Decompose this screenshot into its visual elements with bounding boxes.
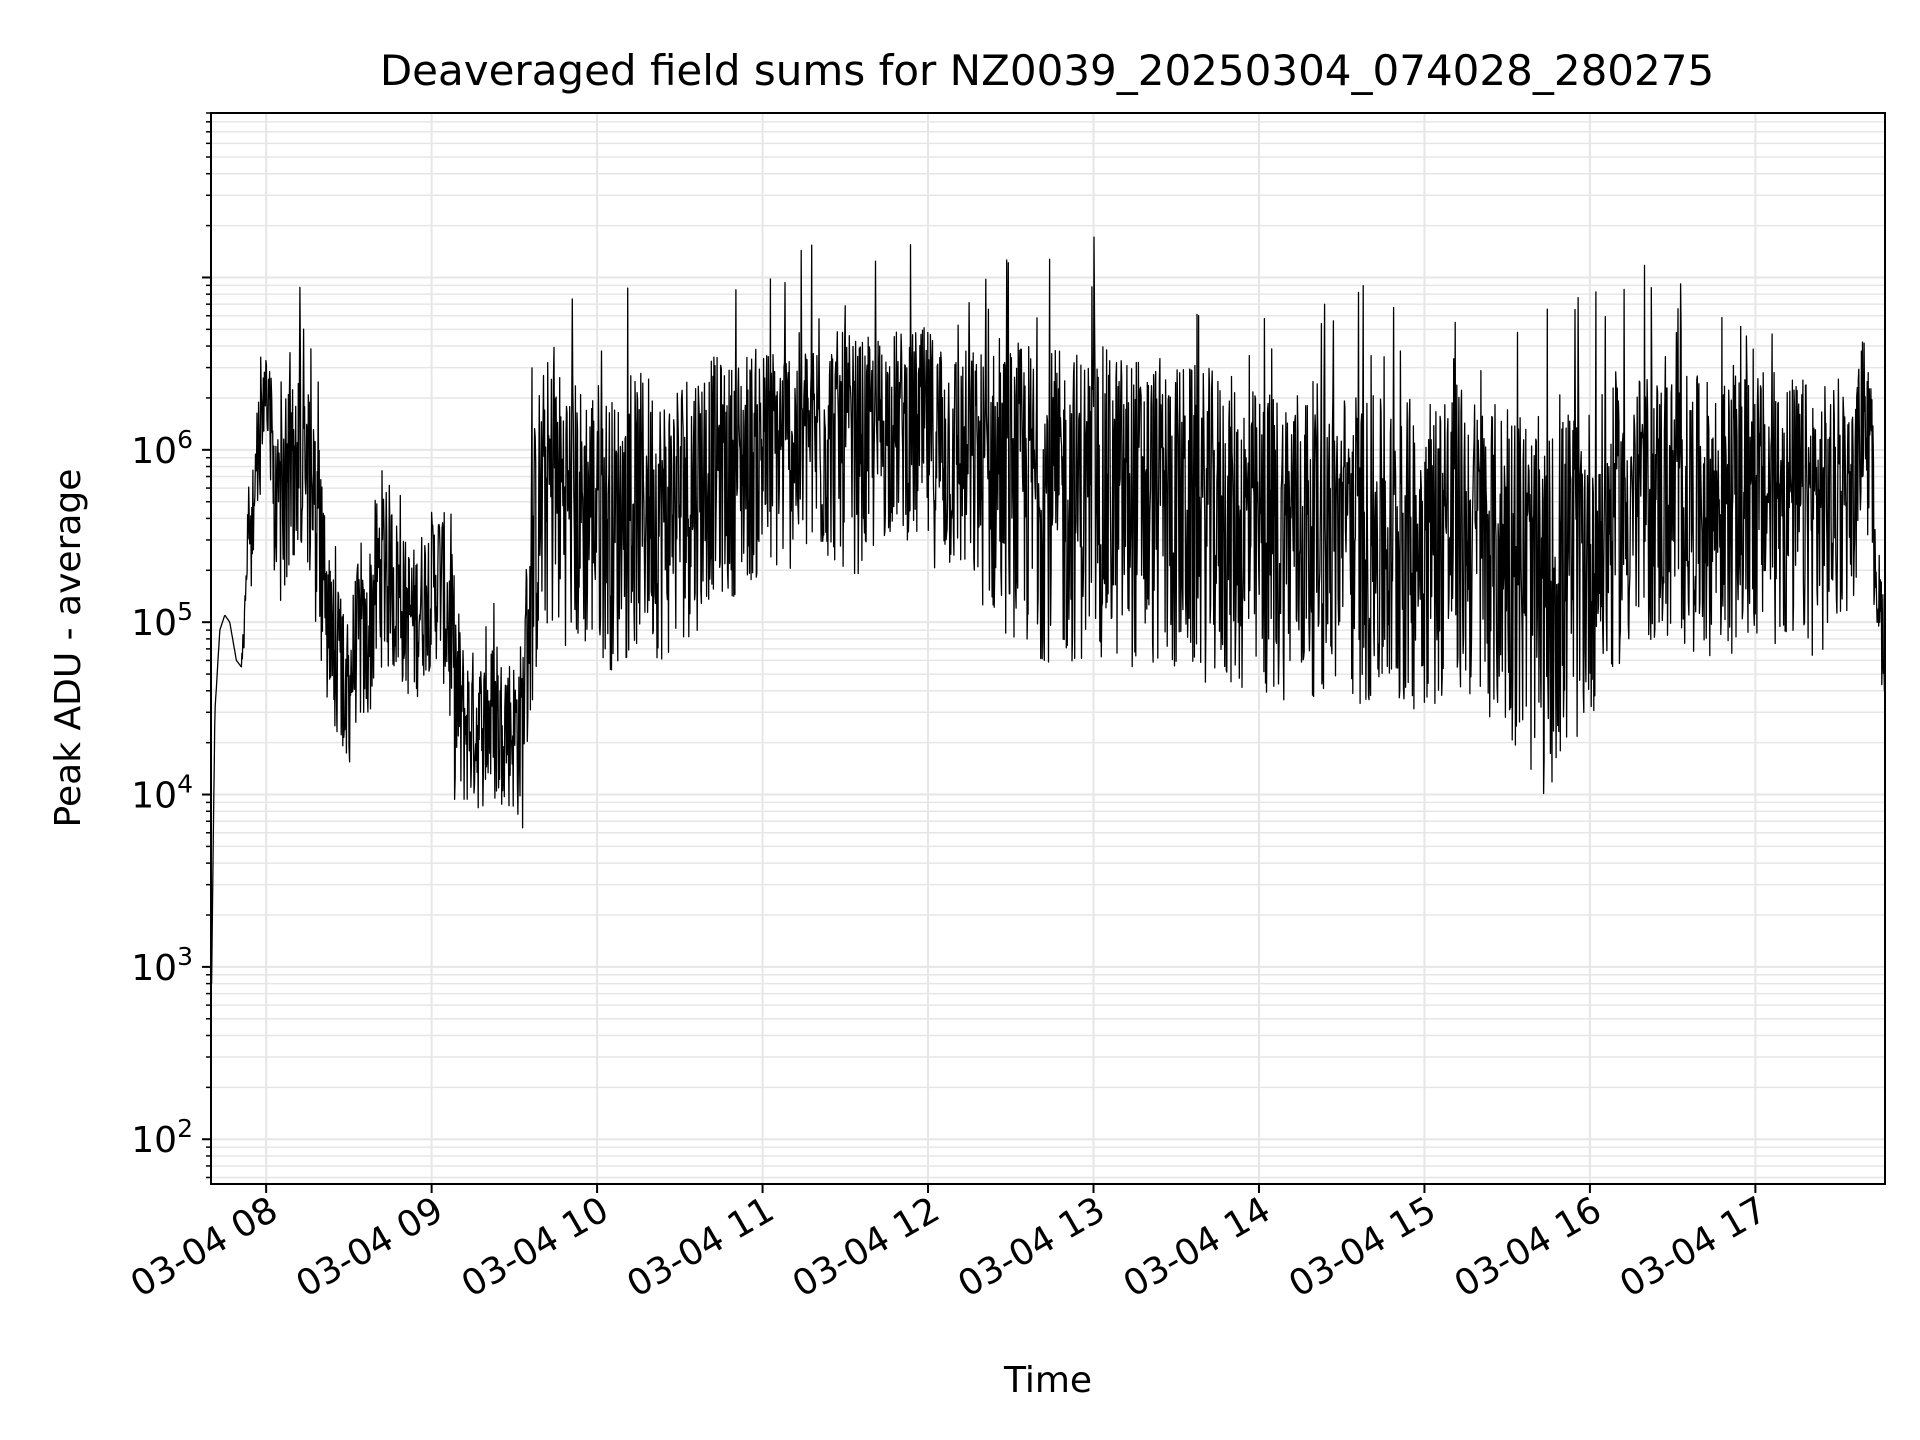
chart-title: Deaveraged field sums for NZ0039_2025030… [380, 46, 1714, 95]
x-axis-label: Time [1003, 1360, 1092, 1401]
y-tick-label: 104 [131, 770, 193, 817]
y-axis-label: Peak ADU - average [48, 469, 89, 828]
y-tick-base: 10 [131, 603, 177, 644]
y-tick-label: 102 [131, 1114, 193, 1161]
y-tick-exponent: 2 [177, 1114, 193, 1143]
series-layer [210, 236, 1886, 984]
y-tick-exponent: 4 [177, 770, 193, 799]
y-tick-label: 103 [131, 942, 193, 989]
y-tick-exponent: 5 [177, 597, 193, 626]
series-line [210, 236, 1886, 984]
y-tick-base: 10 [131, 948, 177, 989]
y-tick-exponent: 6 [177, 425, 193, 454]
y-tick-base: 10 [131, 1120, 177, 1161]
y-tick-exponent: 3 [177, 942, 193, 971]
y-tick-base: 10 [131, 776, 177, 817]
y-tick-base: 10 [131, 431, 177, 472]
y-tick-label: 105 [131, 597, 193, 644]
y-tick-label: 106 [131, 425, 193, 472]
